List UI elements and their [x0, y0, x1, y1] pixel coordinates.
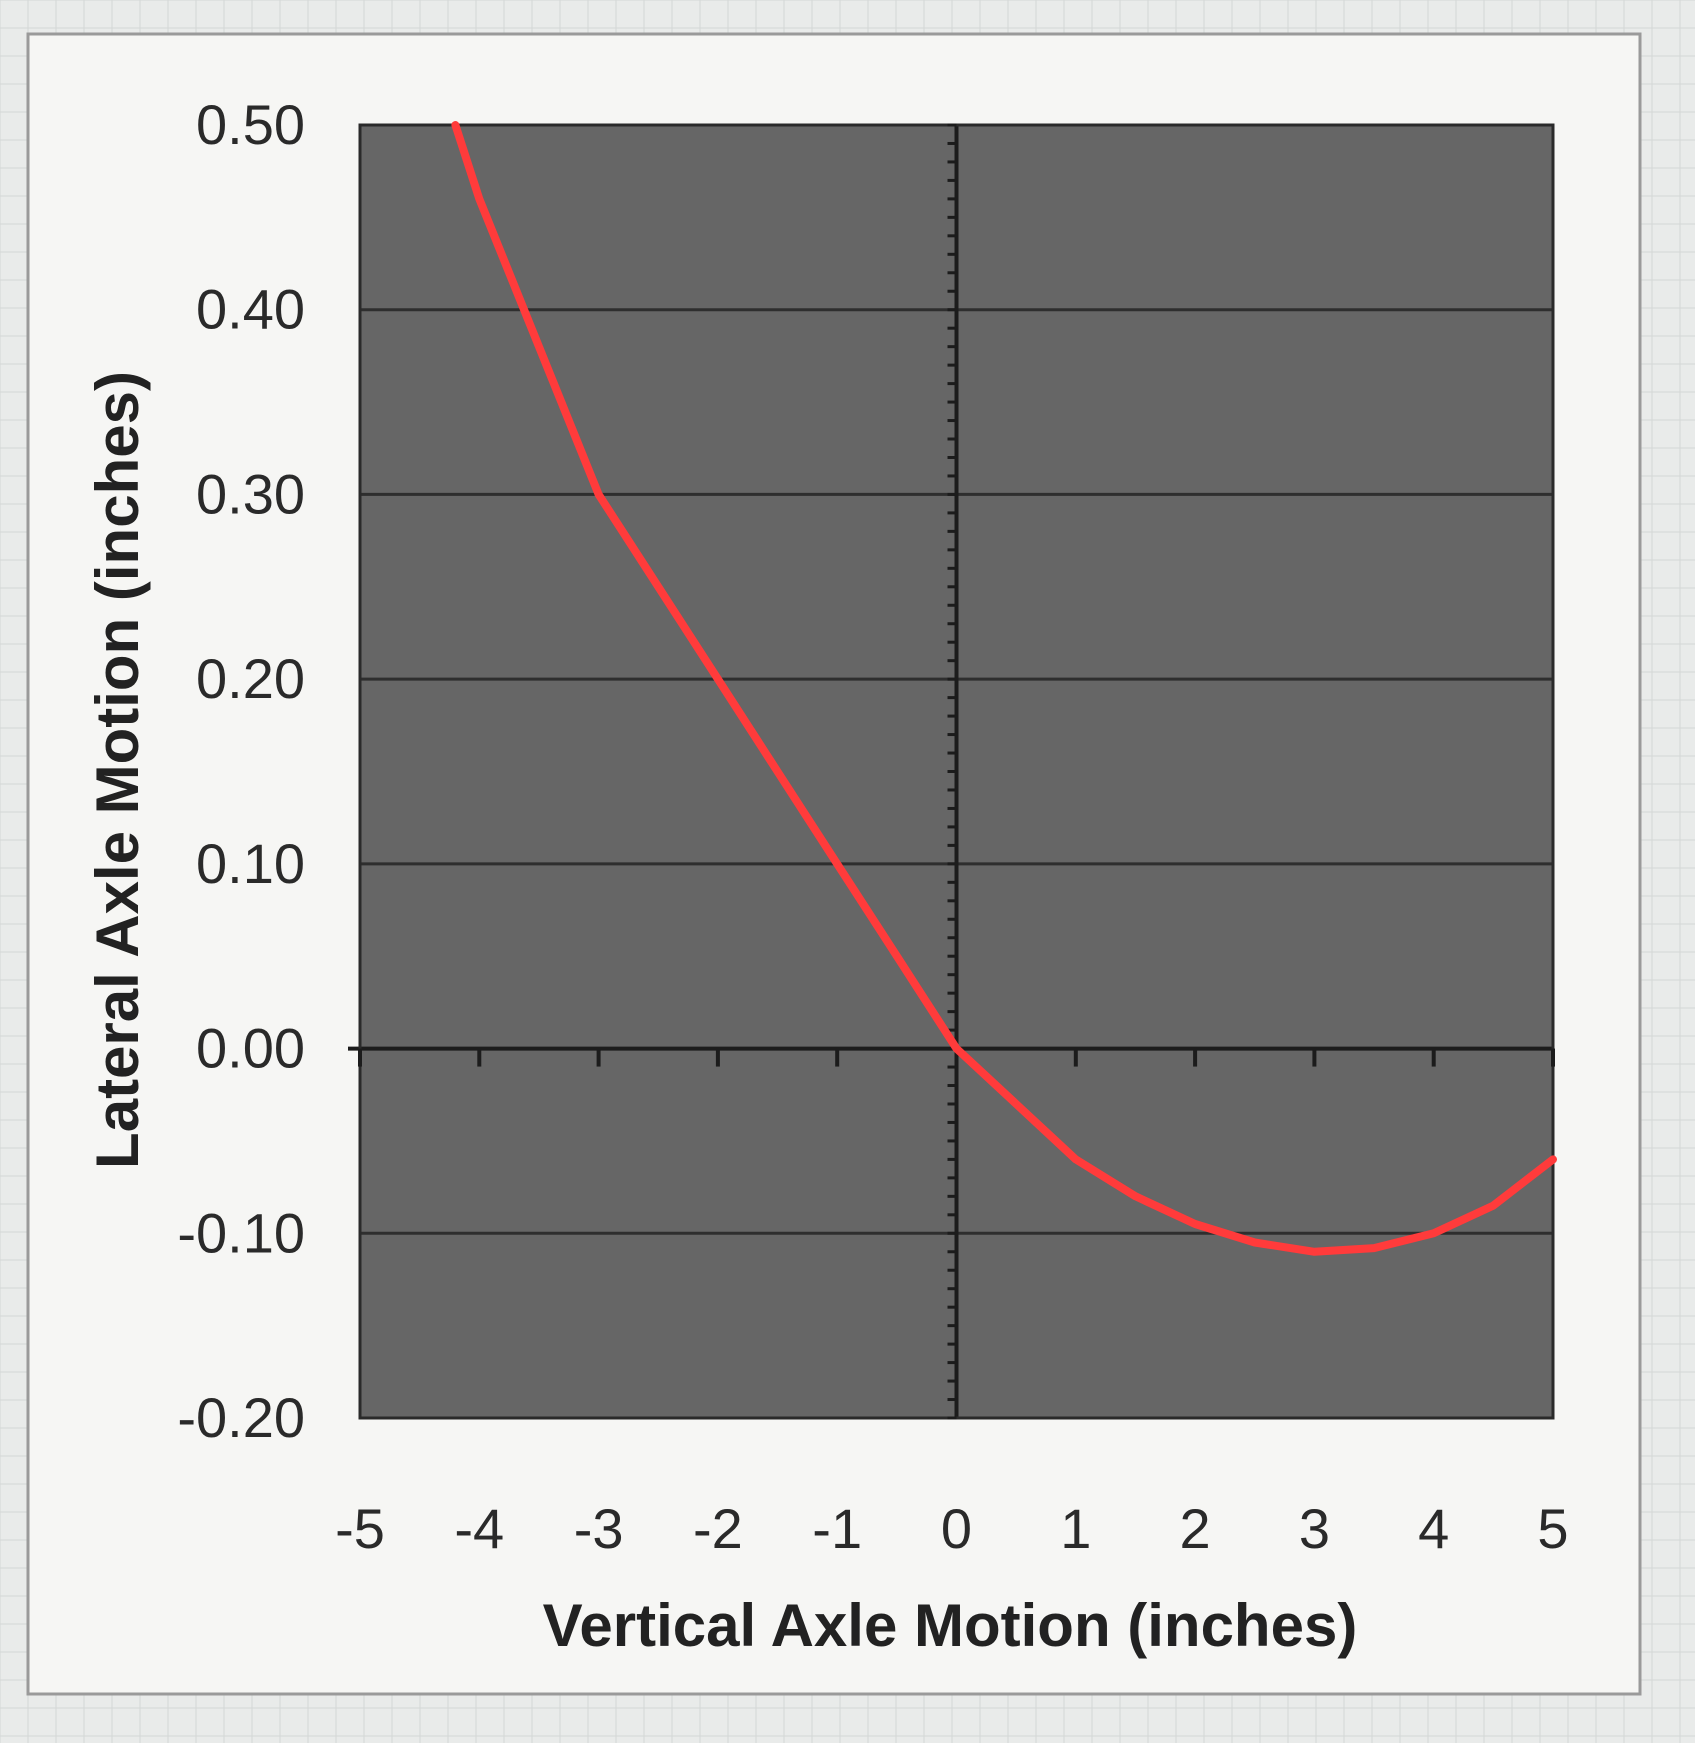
- minor-ticks: [358, 123, 1555, 1420]
- y-tick-label: 0.40: [196, 278, 305, 341]
- series-line: [451, 121, 1557, 1256]
- x-tick-label: 2: [1180, 1497, 1211, 1560]
- y-tick-label: 0.20: [196, 647, 305, 710]
- x-tick-label: 1: [1060, 1497, 1091, 1560]
- x-axis-title: Vertical Axle Motion (inches): [543, 1592, 1358, 1659]
- x-tick-label: 0: [941, 1497, 972, 1560]
- x-tick-label: -4: [454, 1497, 504, 1560]
- y-tick-label: -0.20: [177, 1386, 305, 1449]
- y-tick-label: -0.10: [177, 1201, 305, 1264]
- x-tick-label: 3: [1299, 1497, 1330, 1560]
- y-tick-label: 0.00: [196, 1017, 305, 1080]
- x-tick-label: 5: [1537, 1497, 1568, 1560]
- x-tick-label: -1: [812, 1497, 862, 1560]
- x-tick-labels: -5 -4 -3 -2 -1 0 1 2 3 4 5: [335, 1497, 1568, 1560]
- x-tick-label: -5: [335, 1497, 385, 1560]
- y-axis-title: Lateral Axle Motion (inches): [84, 371, 151, 1169]
- y-tick-label: 0.30: [196, 462, 305, 525]
- y-tick-labels: -0.20 -0.10 0.00 0.10 0.20 0.30 0.40 0.50: [177, 93, 305, 1449]
- y-tick-label: 0.10: [196, 832, 305, 895]
- x-tick-label: -3: [574, 1497, 624, 1560]
- x-tick-label: 4: [1418, 1497, 1449, 1560]
- series-layer: [451, 121, 1557, 1256]
- x-tick-label: -2: [693, 1497, 743, 1560]
- y-tick-label: 0.50: [196, 93, 305, 156]
